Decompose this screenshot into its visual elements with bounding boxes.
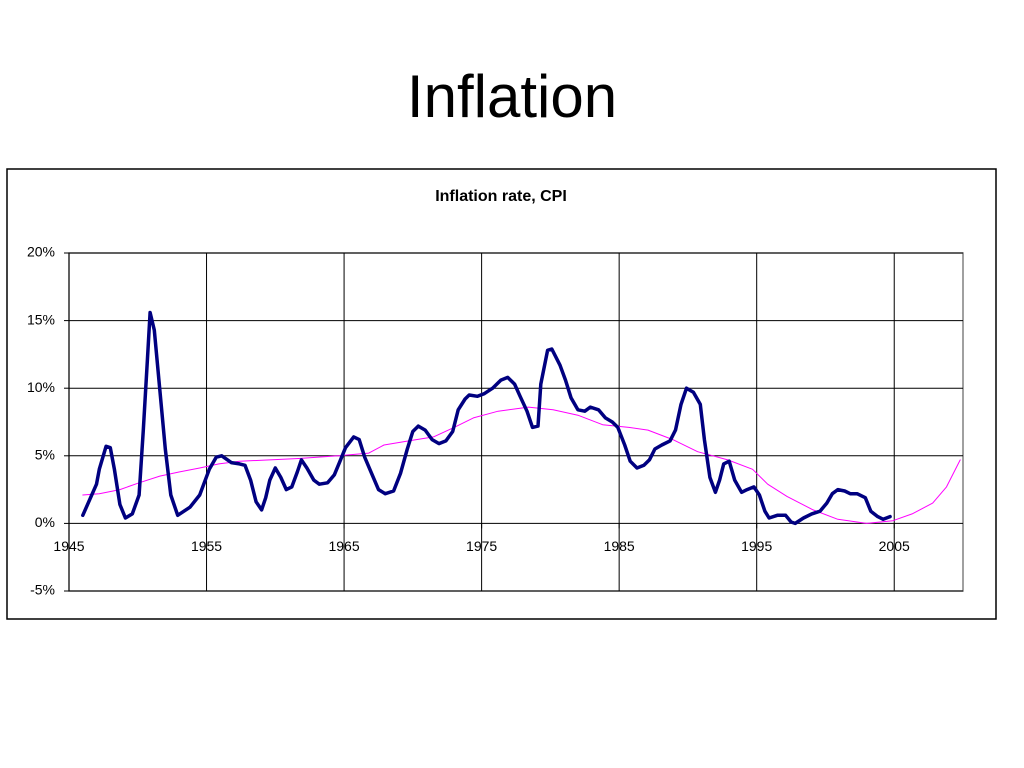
x-tick-label: 1985 xyxy=(604,538,635,554)
x-tick-label: 1995 xyxy=(741,538,772,554)
slide-title: Inflation xyxy=(406,63,618,130)
y-tick-label: 0% xyxy=(35,514,55,530)
x-tick-label: 1955 xyxy=(191,538,222,554)
y-tick-label: -5% xyxy=(30,582,55,598)
y-tick-label: 15% xyxy=(27,311,55,327)
y-tick-label: 10% xyxy=(27,379,55,395)
x-tick-label: 1965 xyxy=(328,538,359,554)
x-tick-label: 2005 xyxy=(879,538,910,554)
x-tick-label: 1945 xyxy=(53,538,84,554)
y-tick-label: 5% xyxy=(35,447,55,463)
data-line xyxy=(81,310,892,526)
y-tick-label: 20% xyxy=(27,244,55,260)
chart-title: Inflation rate, CPI xyxy=(435,188,567,205)
x-tick-label: 1975 xyxy=(466,538,497,554)
data-line xyxy=(82,406,961,524)
